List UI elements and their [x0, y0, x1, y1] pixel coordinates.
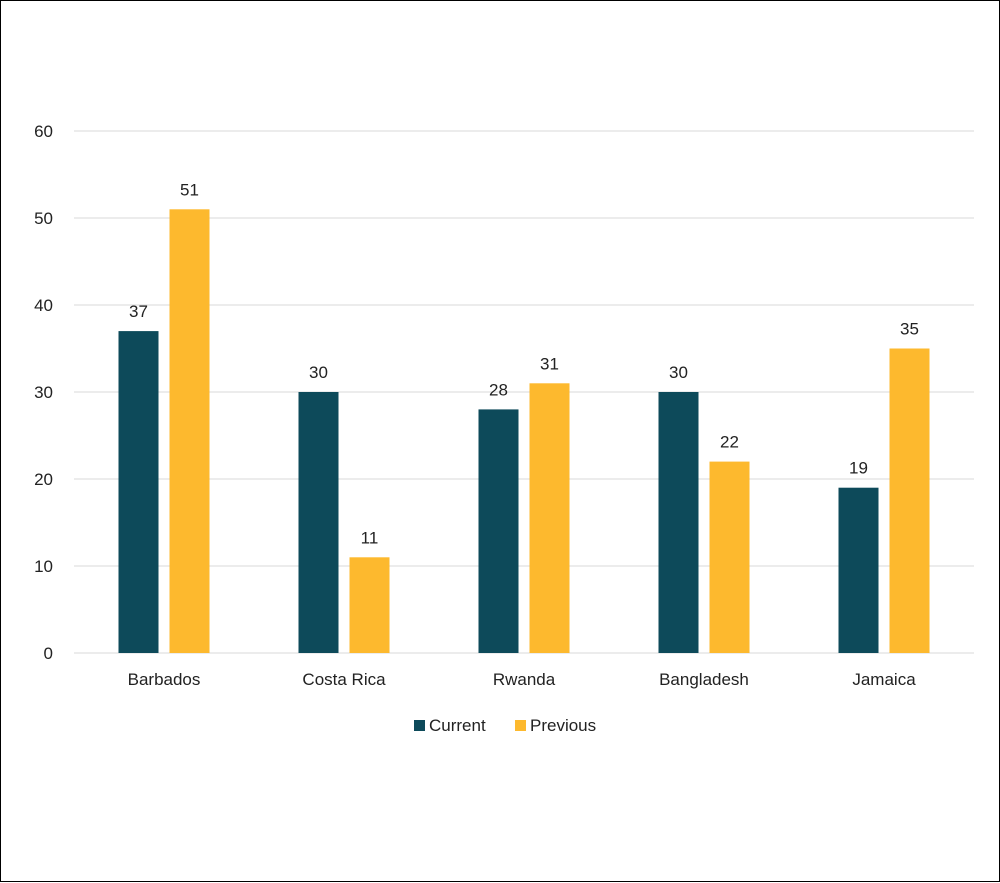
legend-label-current: Current [429, 716, 486, 735]
bar-current-rwanda [478, 409, 519, 653]
y-tick-label: 10 [34, 557, 53, 576]
y-tick-label: 30 [34, 383, 53, 402]
gridlines [74, 130, 974, 654]
data-label: 11 [361, 528, 379, 547]
y-tick-label: 40 [34, 296, 53, 315]
data-label: 22 [720, 433, 739, 452]
bar-current-barbados [118, 331, 159, 653]
y-tick-label: 60 [34, 122, 53, 141]
x-category-label: Bangladesh [659, 670, 749, 689]
bar-current-costa-rica [298, 392, 339, 653]
data-label: 28 [489, 380, 508, 399]
legend-swatch-current [414, 720, 425, 731]
bar-previous-rwanda [529, 383, 570, 653]
legend-swatch-previous [515, 720, 526, 731]
bar-previous-costa-rica [349, 557, 390, 653]
x-category-label: Rwanda [493, 670, 556, 689]
data-label: 19 [849, 459, 868, 478]
data-label: 37 [129, 302, 148, 321]
data-label: 51 [180, 180, 199, 199]
legend: Current Previous [414, 716, 596, 735]
y-tick-label: 50 [34, 209, 53, 228]
y-axis-ticks: 0 10 20 30 40 50 60 [34, 122, 53, 663]
bar-current-bangladesh [658, 392, 699, 653]
y-tick-label: 0 [44, 644, 53, 663]
data-label: 30 [669, 363, 688, 382]
data-label: 30 [309, 363, 328, 382]
data-labels: 37 51 30 11 28 31 30 22 19 35 [129, 180, 919, 547]
x-category-label: Barbados [128, 670, 201, 689]
bar-previous-barbados [169, 209, 210, 654]
bars [118, 209, 930, 654]
x-category-label: Costa Rica [302, 670, 386, 689]
bar-previous-jamaica [889, 348, 930, 653]
y-tick-label: 20 [34, 470, 53, 489]
bar-current-jamaica [838, 487, 879, 653]
data-label: 35 [900, 320, 919, 339]
data-label: 31 [540, 354, 559, 373]
x-axis-categories: Barbados Costa Rica Rwanda Bangladesh Jamaic… [128, 670, 917, 689]
x-category-label: Jamaica [852, 670, 916, 689]
bar-previous-bangladesh [709, 461, 750, 653]
legend-label-previous: Previous [530, 716, 596, 735]
